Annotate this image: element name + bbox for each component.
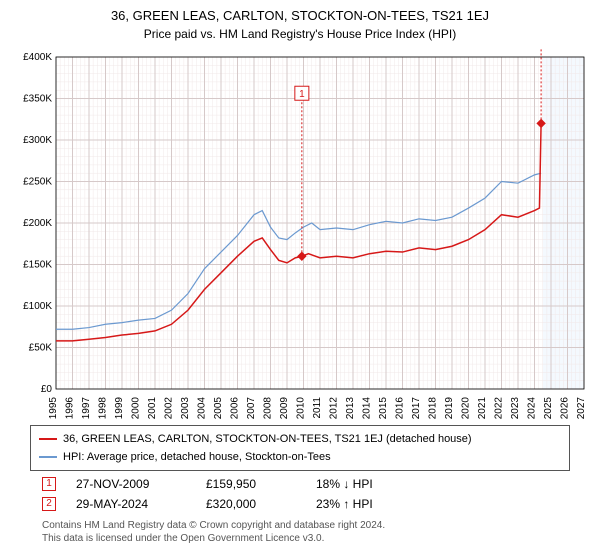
- sales-table: 1 27-NOV-2009 £159,950 18% ↓ HPI 2 29-MAY-202…: [12, 477, 588, 511]
- svg-text:2016: 2016: [395, 397, 406, 419]
- svg-text:2012: 2012: [329, 397, 340, 419]
- svg-text:2004: 2004: [197, 397, 208, 419]
- svg-text:2013: 2013: [345, 397, 356, 419]
- page-title: 36, GREEN LEAS, CARLTON, STOCKTON-ON-TEE…: [12, 8, 588, 23]
- chart-area: £0 £50K £100K £150K £200K £250K £300K £350K £400…: [12, 49, 588, 419]
- svg-text:2006: 2006: [230, 397, 241, 419]
- svg-text:1: 1: [299, 89, 305, 100]
- svg-text:2021: 2021: [477, 397, 488, 419]
- sale-date: 27-NOV-2009: [76, 477, 186, 491]
- footer-line: This data is licensed under the Open Gov…: [42, 532, 588, 545]
- svg-text:£300K: £300K: [23, 135, 52, 146]
- svg-text:1999: 1999: [114, 397, 125, 419]
- legend-swatch: [39, 438, 57, 440]
- svg-text:2001: 2001: [147, 397, 158, 419]
- svg-text:2022: 2022: [494, 397, 505, 419]
- sale-row: 2 29-MAY-2024 £320,000 23% ↑ HPI: [42, 497, 588, 511]
- line-chart: £0 £50K £100K £150K £200K £250K £300K £350K £400…: [12, 49, 588, 419]
- sale-price: £320,000: [206, 497, 296, 511]
- sale-price: £159,950: [206, 477, 296, 491]
- svg-text:1996: 1996: [65, 397, 76, 419]
- svg-text:2002: 2002: [164, 397, 175, 419]
- legend-swatch: [39, 456, 57, 457]
- svg-text:£350K: £350K: [23, 94, 52, 105]
- svg-text:2008: 2008: [263, 397, 274, 419]
- svg-text:2010: 2010: [296, 397, 307, 419]
- svg-text:2005: 2005: [213, 397, 224, 419]
- legend-row: 36, GREEN LEAS, CARLTON, STOCKTON-ON-TEE…: [39, 430, 561, 448]
- sale-delta: 18% ↓ HPI: [316, 477, 426, 491]
- svg-text:2019: 2019: [444, 397, 455, 419]
- svg-text:2007: 2007: [246, 397, 257, 419]
- svg-text:1995: 1995: [48, 397, 59, 419]
- svg-text:1997: 1997: [81, 397, 92, 419]
- page-subtitle: Price paid vs. HM Land Registry's House …: [12, 27, 588, 41]
- legend-label: HPI: Average price, detached house, Stoc…: [63, 448, 331, 466]
- svg-text:2027: 2027: [576, 397, 587, 419]
- svg-text:2011: 2011: [312, 397, 323, 419]
- svg-text:2000: 2000: [131, 397, 142, 419]
- svg-text:2014: 2014: [362, 397, 373, 419]
- svg-text:2026: 2026: [560, 397, 571, 419]
- svg-text:£150K: £150K: [23, 260, 52, 271]
- svg-text:2023: 2023: [510, 397, 521, 419]
- legend: 36, GREEN LEAS, CARLTON, STOCKTON-ON-TEE…: [30, 425, 570, 471]
- svg-text:2018: 2018: [428, 397, 439, 419]
- footer: Contains HM Land Registry data © Crown c…: [42, 519, 588, 545]
- svg-text:£250K: £250K: [23, 177, 52, 188]
- svg-text:2003: 2003: [180, 397, 191, 419]
- svg-text:£0: £0: [41, 384, 53, 395]
- sale-date: 29-MAY-2024: [76, 497, 186, 511]
- legend-row: HPI: Average price, detached house, Stoc…: [39, 448, 561, 466]
- svg-text:£100K: £100K: [23, 301, 52, 312]
- footer-line: Contains HM Land Registry data © Crown c…: [42, 519, 588, 532]
- sale-marker: 1: [42, 477, 56, 491]
- legend-label: 36, GREEN LEAS, CARLTON, STOCKTON-ON-TEE…: [63, 430, 472, 448]
- svg-text:2020: 2020: [461, 397, 472, 419]
- svg-text:2025: 2025: [543, 397, 554, 419]
- svg-text:2015: 2015: [378, 397, 389, 419]
- svg-text:2009: 2009: [279, 397, 290, 419]
- sale-marker: 2: [42, 497, 56, 511]
- sale-row: 1 27-NOV-2009 £159,950 18% ↓ HPI: [42, 477, 588, 491]
- svg-text:£200K: £200K: [23, 218, 52, 229]
- svg-text:£50K: £50K: [29, 343, 53, 354]
- sale-delta: 23% ↑ HPI: [316, 497, 426, 511]
- page-container: 36, GREEN LEAS, CARLTON, STOCKTON-ON-TEE…: [0, 0, 600, 560]
- svg-text:1998: 1998: [98, 397, 109, 419]
- svg-text:2024: 2024: [527, 397, 538, 419]
- svg-text:£400K: £400K: [23, 52, 52, 63]
- svg-text:2017: 2017: [411, 397, 422, 419]
